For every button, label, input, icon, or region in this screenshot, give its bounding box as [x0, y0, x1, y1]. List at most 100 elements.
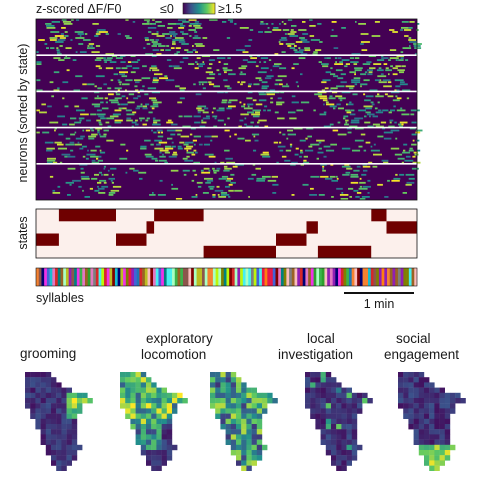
syllable-segment [155, 268, 159, 286]
map-cell [444, 418, 451, 425]
heatmap-cell [240, 83, 243, 86]
heatmap-cell [227, 87, 232, 90]
heatmap-cell [121, 67, 128, 70]
heatmap-cell [194, 43, 203, 45]
heatmap-cell [279, 43, 284, 45]
syllable-segment [348, 268, 352, 286]
map-cell [246, 444, 252, 451]
heatmap-cell [339, 194, 349, 196]
heatmap-cell [135, 89, 139, 92]
heatmap-cell [331, 21, 337, 23]
map-cell [256, 418, 263, 425]
map-cell [156, 398, 162, 404]
heatmap-cell [103, 129, 109, 132]
heatmap-cell [128, 93, 135, 96]
map-cell [418, 450, 425, 456]
heatmap-cell [349, 101, 352, 104]
map-cell [45, 403, 52, 409]
heatmap-cell [260, 67, 269, 70]
heatmap-cell [145, 119, 149, 122]
map-cell [66, 413, 72, 419]
heatmap-cell [91, 161, 100, 164]
heatmap-cell [354, 67, 363, 70]
syllable-segment [218, 268, 222, 286]
heatmap-cell [166, 45, 170, 47]
map-cell [351, 455, 358, 461]
map-cell [225, 372, 231, 378]
heatmap-cell [260, 153, 270, 156]
map-cell [220, 398, 226, 404]
heatmap-cell [208, 81, 212, 84]
heatmap-cell [106, 139, 114, 142]
syllable-segment [261, 268, 265, 286]
map-cell [256, 403, 263, 409]
map-cell [450, 392, 456, 399]
heatmap-cell [189, 133, 193, 136]
map-cell [403, 413, 409, 419]
map-cell [424, 429, 430, 435]
map-cell [30, 398, 36, 404]
map-cell [305, 372, 311, 378]
heatmap-cell [103, 167, 106, 170]
heatmap-cell [283, 23, 287, 25]
heatmap-cell [361, 196, 370, 198]
map-cell [251, 424, 257, 430]
heatmap-cell [65, 181, 74, 184]
heatmap-cell [368, 161, 373, 164]
heatmap-cell [243, 107, 253, 110]
map-cell [315, 382, 321, 388]
map-cell [166, 455, 173, 461]
heatmap-cell [164, 147, 174, 150]
map-cell [66, 403, 72, 409]
heatmap-cell [105, 53, 114, 56]
heatmap-cell [365, 95, 374, 98]
map-cell [413, 377, 419, 383]
map-cell [434, 392, 440, 399]
syllable-segment [324, 268, 328, 286]
heatmap-cell [330, 87, 338, 90]
map-cell [325, 434, 332, 440]
map-cell [251, 392, 257, 399]
heatmap-cell [267, 109, 271, 112]
heatmap-cell [151, 91, 160, 94]
heatmap-cell [125, 171, 128, 174]
heatmap-cell [217, 194, 220, 196]
map-cell [140, 429, 147, 435]
heatmap-cell [264, 77, 272, 80]
map-cell [325, 377, 332, 383]
heatmap-cell [330, 163, 334, 166]
map-cell [450, 408, 456, 414]
heatmap-cell [409, 45, 411, 47]
heatmap-cell [151, 107, 155, 110]
map-cell [236, 429, 242, 435]
map-cell [408, 403, 414, 409]
map-cell [315, 403, 321, 409]
syllable-segment [400, 268, 404, 286]
heatmap-cell [132, 111, 137, 114]
heatmap-cell [58, 133, 64, 136]
heatmap-cell [287, 45, 292, 47]
map-cell [25, 392, 31, 399]
heatmap-cell [165, 79, 175, 82]
map-cell [241, 434, 247, 440]
heatmap-cell [223, 79, 228, 82]
syllable-segment [338, 268, 342, 286]
heatmap-cell [65, 137, 71, 140]
heatmap-cell [121, 95, 126, 98]
heatmap-cell [337, 121, 341, 124]
map-cell [51, 434, 57, 440]
syllable-segment [199, 268, 203, 286]
heatmap-cell [156, 53, 162, 56]
heatmap-cell [399, 125, 403, 128]
heatmap-cell [177, 133, 181, 136]
map-cell [315, 392, 321, 399]
map-cell [56, 429, 62, 435]
heatmap-cell [62, 21, 72, 23]
map-cell [398, 372, 404, 378]
heatmap-cell [184, 159, 194, 162]
map-cell [256, 434, 263, 440]
heatmap-cell [54, 129, 56, 132]
heatmap-cell [214, 161, 217, 164]
heatmap-cell [137, 59, 141, 62]
heatmap-cell [355, 21, 357, 23]
